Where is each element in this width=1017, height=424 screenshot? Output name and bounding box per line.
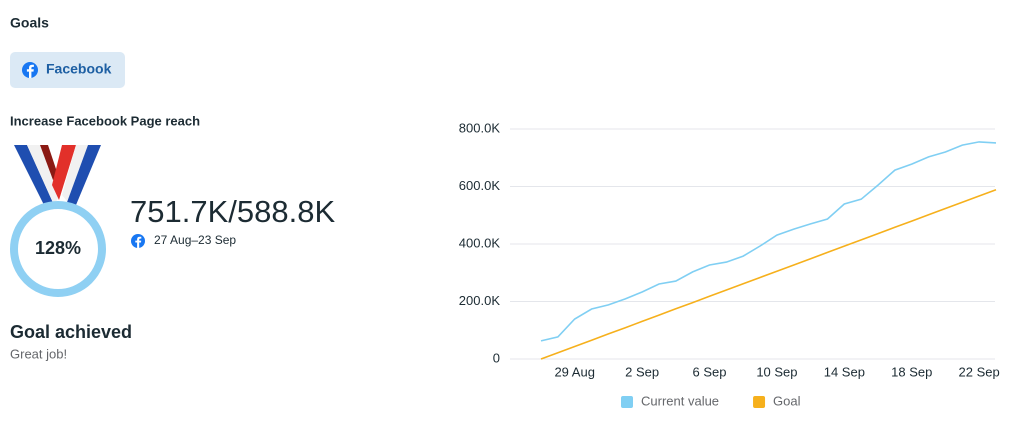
medal: 128% xyxy=(10,145,106,297)
x-tick-label: 18 Sep xyxy=(891,364,932,379)
goal-progress: 751.7K/588.8K xyxy=(130,194,335,229)
page-title: Goals xyxy=(10,15,49,31)
line-series xyxy=(540,141,997,342)
x-tick-label: 29 Aug xyxy=(554,364,595,379)
goal-message: Great job! xyxy=(10,346,67,361)
y-tick-label: 0 xyxy=(493,350,500,365)
ribbon-stripe xyxy=(27,145,60,205)
facebook-tab[interactable]: Facebook xyxy=(10,52,125,88)
goal-title: Increase Facebook Page reach xyxy=(10,113,200,128)
ribbon-stripe xyxy=(14,145,54,205)
tab-background[interactable] xyxy=(10,52,125,88)
ribbon-stripe xyxy=(62,145,88,205)
legend-label: Goal xyxy=(773,393,801,408)
x-tick-label: 6 Sep xyxy=(693,364,727,379)
facebook-icon-glyph xyxy=(26,64,34,78)
goal-percent: 128% xyxy=(35,238,81,258)
medal-ring xyxy=(10,201,106,297)
legend-label: Current value xyxy=(641,393,719,408)
ribbon-stripe xyxy=(52,145,76,200)
x-tick-label: 2 Sep xyxy=(625,364,659,379)
x-tick-label: 10 Sep xyxy=(756,364,797,379)
ribbon-stripe xyxy=(66,145,101,205)
legend-swatch xyxy=(753,396,766,408)
legend-swatch xyxy=(621,396,633,408)
x-tick-label: 22 Sep xyxy=(959,364,1000,379)
facebook-icon-glyph xyxy=(135,236,142,248)
line-series xyxy=(540,188,997,360)
ribbon-stripe xyxy=(40,145,58,180)
tab-label[interactable]: Facebook xyxy=(46,61,112,77)
y-tick-label: 800.0K xyxy=(459,120,501,135)
chart: 0 200.0K 400.0K 600.0K 800.0K 29 Aug 2 Sep 6 Se… xyxy=(459,120,1000,408)
x-tick-label: 14 Sep xyxy=(824,364,865,379)
goal-status: Goal achieved xyxy=(10,322,132,342)
date-range: 27 Aug–23 Sep xyxy=(154,233,236,247)
y-tick-label: 400.0K xyxy=(459,235,501,250)
y-tick-label: 200.0K xyxy=(459,293,501,308)
y-tick-label: 600.0K xyxy=(459,178,501,193)
